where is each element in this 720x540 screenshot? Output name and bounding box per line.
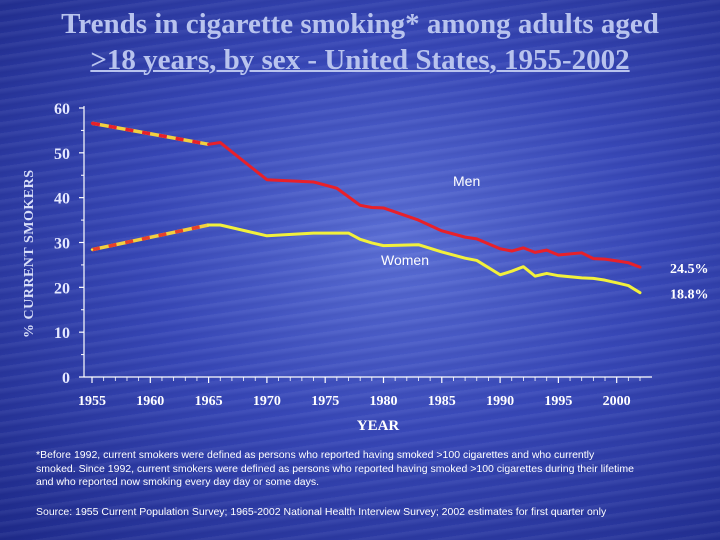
men-point-1997 [580, 251, 583, 255]
women-point-1987 [463, 256, 467, 260]
women-point-1970 [265, 234, 269, 237]
women-series-line [207, 223, 642, 295]
y-tick-label-40: 40 [54, 191, 70, 208]
source-note: Source: 1955 Current Population Survey; … [36, 506, 607, 518]
y-tick-label-60: 60 [54, 101, 70, 118]
men-point-1999 [603, 257, 607, 261]
women-point-1966 [219, 223, 222, 227]
men-point-1978 [358, 204, 362, 207]
women-point-2002 [638, 291, 642, 294]
x-tick-label-1960: 1960 [136, 394, 164, 409]
y-tick-label-30: 30 [54, 236, 70, 253]
women-point-1985 [440, 250, 443, 254]
women-point-1974 [312, 231, 315, 235]
x-tick-label-1980: 1980 [369, 394, 397, 409]
women-point-1990 [498, 273, 502, 276]
men-point-1966 [219, 141, 222, 144]
women-point-1994 [545, 272, 548, 275]
men-series-line [207, 141, 642, 269]
chart-title: Trends in cigarette smoking* among adult… [0, 6, 720, 78]
women-point-2000 [615, 281, 618, 285]
men-point-1995 [557, 253, 560, 257]
x-tick-label-1990: 1990 [486, 394, 514, 409]
women-point-1965 [207, 223, 210, 227]
women-point-1997 [580, 276, 583, 280]
women-end-value-label: 18.8% [670, 288, 709, 303]
men-point-1991 [510, 249, 513, 253]
women-point-1978 [358, 238, 362, 241]
y-tick-label-50: 50 [54, 146, 70, 163]
y-axis-label: % CURRENT SMOKERS [22, 169, 37, 339]
men-interpolated-dashes [91, 121, 209, 147]
y-tick-label-0: 0 [62, 370, 70, 387]
y-tick-label-20: 20 [54, 280, 70, 297]
footnote: *Before 1992, current smokers were defin… [36, 449, 634, 488]
x-tick-label-1970: 1970 [253, 394, 281, 409]
men-point-1987 [463, 235, 467, 239]
chart-title-line-2: >18 years, by sex - United States, 1955-… [90, 44, 630, 76]
women-point-1995 [557, 274, 560, 277]
women-point-1998 [592, 277, 595, 280]
x-tick-label-1995: 1995 [544, 394, 572, 409]
men-point-2002 [638, 265, 642, 269]
men-point-1998 [592, 257, 595, 260]
x-tick-label-2000: 2000 [603, 394, 631, 409]
men-point-1988 [475, 237, 478, 241]
x-tick-label-1985: 1985 [428, 394, 456, 409]
women-point-1977 [347, 231, 350, 235]
women-point-1988 [475, 259, 478, 262]
women-point-1980 [382, 244, 385, 247]
women-point-1993 [533, 274, 537, 278]
men-point-1955 [90, 122, 94, 125]
men-point-1970 [265, 178, 269, 181]
y-tick-label-10: 10 [54, 325, 70, 342]
women-point-1983 [417, 243, 420, 246]
women-point-2001 [627, 284, 630, 287]
chart-title-line-1: Trends in cigarette smoking* among adult… [61, 8, 659, 40]
x-axis-label: YEAR [356, 418, 400, 434]
men-point-1976 [335, 187, 339, 190]
women-interpolated-dashes [91, 223, 209, 252]
men-point-1965 [207, 143, 210, 146]
men-point-1980 [382, 206, 385, 210]
men-point-2001 [627, 261, 630, 264]
men-point-1983 [417, 218, 420, 222]
men-point-1974 [312, 180, 315, 184]
women-point-1992 [522, 265, 525, 268]
x-tick-label-1955: 1955 [78, 394, 106, 409]
men-point-1985 [440, 229, 443, 233]
men-end-value-label: 24.5% [670, 262, 709, 277]
men-point-1994 [545, 248, 548, 252]
men-point-1993 [533, 251, 537, 254]
men-point-1979 [370, 206, 374, 209]
men-point-2000 [615, 259, 618, 263]
x-tick-label-1965: 1965 [195, 394, 223, 409]
men-series-label: Men [453, 173, 480, 189]
women-point-1991 [510, 269, 513, 273]
x-tick-label-1975: 1975 [311, 394, 339, 409]
women-point-1955 [90, 248, 94, 251]
men-point-1990 [498, 247, 502, 250]
women-series-label: Women [381, 252, 429, 268]
men-point-1992 [522, 246, 525, 250]
women-point-1999 [603, 278, 607, 282]
women-point-1979 [370, 241, 374, 245]
